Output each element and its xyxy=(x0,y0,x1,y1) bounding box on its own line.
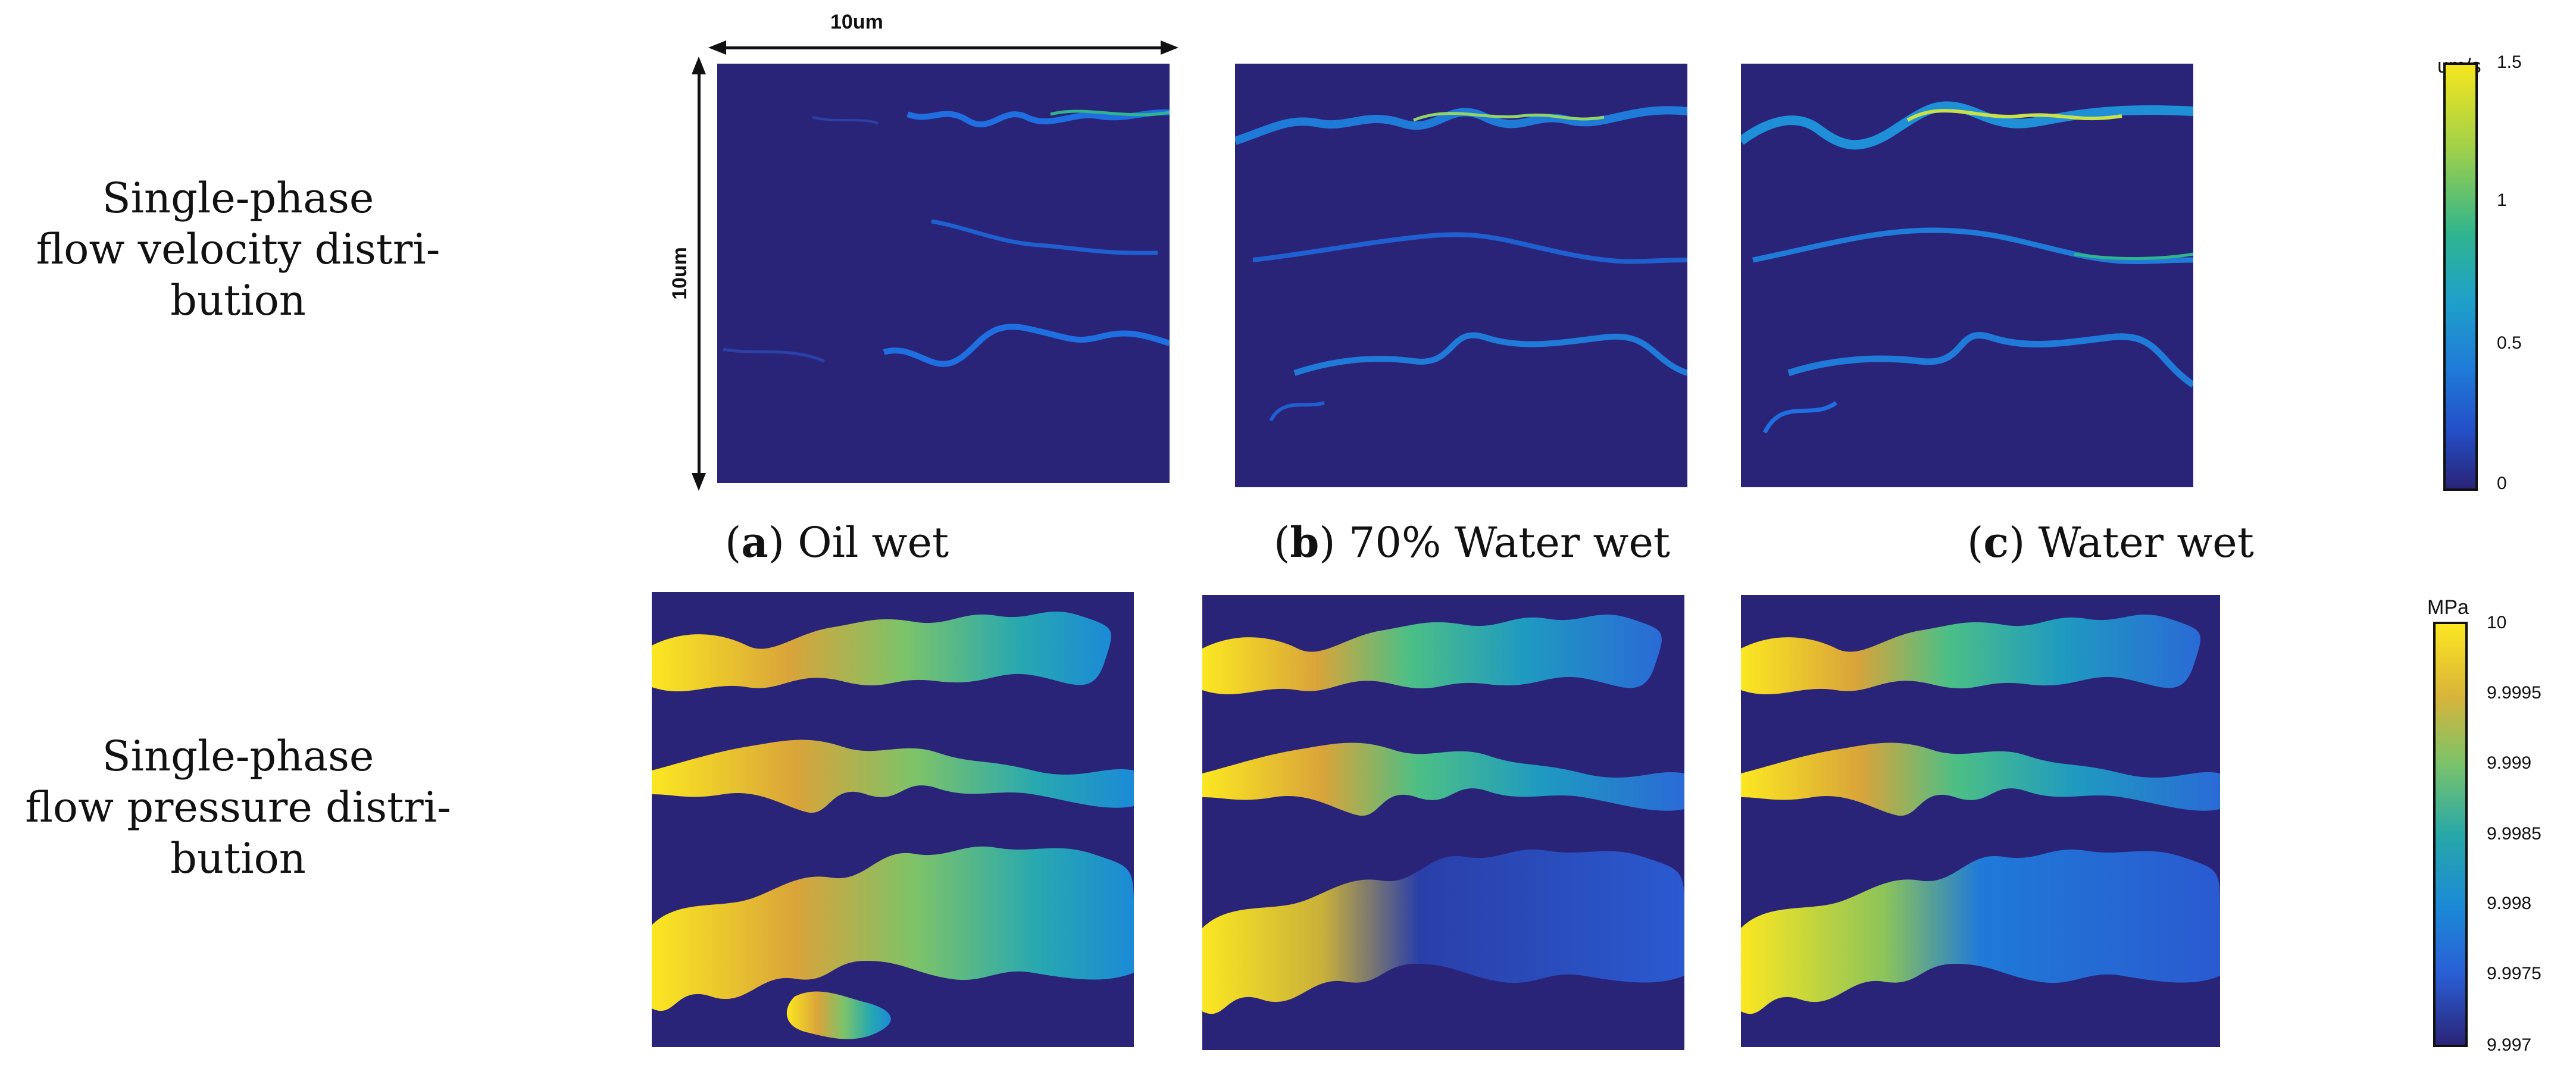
pressure-panel-oil-wet xyxy=(652,592,1134,1047)
caption-a-open: ( xyxy=(725,518,742,567)
pressure-tick-9-997: 9.997 xyxy=(2487,1035,2532,1055)
caption-c-open: ( xyxy=(1967,518,1984,567)
caption-b-letter: b xyxy=(1290,518,1320,567)
velocity-label-line-2: flow velocity distri- xyxy=(36,225,440,274)
pressure-panel-70-water-wet xyxy=(1202,595,1684,1050)
pressure-tick-9-9995: 9.9995 xyxy=(2487,683,2541,703)
velocity-panel-water-wet xyxy=(1741,64,2193,487)
pressure-panel-water-wet xyxy=(1741,595,2220,1047)
caption-water-wet: (c) Water wet xyxy=(1967,518,2254,567)
velocity-label-line-3: bution xyxy=(170,276,306,325)
caption-b-text: ) 70% Water wet xyxy=(1319,518,1671,567)
caption-a-text: ) Oil wet xyxy=(768,518,949,567)
horizontal-scale-arrowheads xyxy=(708,40,1178,55)
velocity-tick-1: 1 xyxy=(2497,190,2507,210)
pressure-tick-9-9985: 9.9985 xyxy=(2487,824,2541,844)
horizontal-scale-line xyxy=(720,46,1164,49)
pressure-row-label: Single-phase flow pressure distri- butio… xyxy=(12,731,464,884)
caption-b-open: ( xyxy=(1274,518,1290,567)
vertical-scale-label: 10um xyxy=(668,247,691,300)
velocity-colorbar xyxy=(2443,62,2478,491)
caption-oil-wet: (a) Oil wet xyxy=(725,518,949,567)
pressure-label-line-2: flow pressure distri- xyxy=(25,783,451,832)
pressure-colorbar-unit: MPa xyxy=(2427,596,2469,619)
pressure-tick-10: 10 xyxy=(2487,613,2507,632)
velocity-row-label: Single-phase flow velocity distri- butio… xyxy=(12,173,464,326)
velocity-panel-oil-wet xyxy=(717,64,1170,483)
caption-c-text: ) Water wet xyxy=(2008,518,2254,567)
velocity-tick-0: 0 xyxy=(2497,474,2507,493)
velocity-tick-1-5: 1.5 xyxy=(2497,52,2522,72)
caption-c-letter: c xyxy=(1983,518,2009,567)
velocity-panel-70-water-wet xyxy=(1235,64,1687,487)
horizontal-scale-label: 10um xyxy=(830,11,883,33)
pressure-tick-9-998: 9.998 xyxy=(2487,894,2532,913)
pressure-colorbar xyxy=(2433,622,2468,1047)
caption-a-letter: a xyxy=(741,518,768,567)
pressure-tick-9-999: 9.999 xyxy=(2487,753,2532,773)
pressure-label-line-1: Single-phase xyxy=(102,732,374,781)
pressure-tick-9-9975: 9.9975 xyxy=(2487,964,2541,983)
velocity-label-line-1: Single-phase xyxy=(102,174,374,223)
pressure-label-line-3: bution xyxy=(170,834,306,883)
caption-70-water-wet: (b) 70% Water wet xyxy=(1274,518,1670,567)
vertical-scale-arrowheads xyxy=(692,57,706,491)
velocity-tick-0-5: 0.5 xyxy=(2497,333,2522,353)
vertical-scale-line xyxy=(698,68,701,479)
